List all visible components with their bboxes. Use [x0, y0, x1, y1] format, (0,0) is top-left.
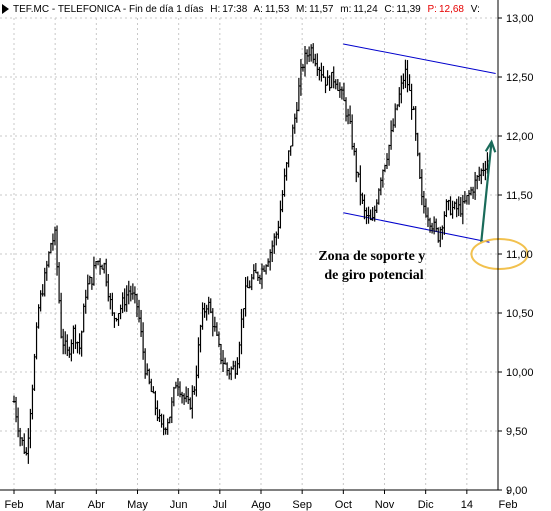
price-bars — [12, 43, 489, 464]
y-tick-label-2: 10,00 — [506, 367, 534, 379]
y-tick-label-4: 11,00 — [506, 249, 533, 261]
header-text: TEF.MC - TELEFONICA - Fin de día 1 días … — [13, 4, 480, 15]
y-axis: 9,00 9,50 10,00 10,50 11,00 11,50 12,00 12,50 13… — [497, 0, 534, 497]
support-highlight — [470, 238, 529, 270]
x-axis: Feb Mar Abr May Jun Jul Ago Sep Oct Nov Dic 14 Feb — [0, 489, 518, 511]
y-tick-label-8: 13,00 — [506, 13, 534, 25]
x-tick-label-8: Oct — [335, 499, 352, 511]
x-tick-label-6: Ago — [251, 499, 271, 511]
arrow-shaft — [480, 141, 493, 243]
header-close: 11,39 — [396, 4, 421, 15]
header-open: 11,53 — [265, 4, 290, 15]
forecast-arrow — [480, 139, 497, 243]
y-tick-label-6: 12,00 — [506, 131, 534, 143]
y-tick-label-3: 10,50 — [506, 308, 534, 320]
x-tick-label-5: Jul — [213, 499, 227, 511]
x-tick-label-3: May — [127, 499, 148, 511]
x-tick-label-9: Nov — [375, 499, 395, 511]
annotation: Zona de soporte y de giro potencial — [318, 249, 425, 283]
x-tick-label-1: Mar — [46, 499, 65, 511]
x-tick-label-2: Abr — [88, 499, 105, 511]
annotation-line-1: Zona de soporte y — [318, 249, 425, 264]
header-previous: 12,68 — [439, 4, 464, 15]
y-tick-label-1: 9,50 — [506, 426, 527, 438]
support-line — [343, 212, 490, 243]
chart-header: TEF.MC - TELEFONICA - Fin de día 1 días … — [2, 4, 480, 15]
trendlines — [343, 43, 496, 243]
x-tick-label-12: Feb — [499, 499, 518, 511]
x-tick-label-10: Dic — [418, 499, 434, 511]
header-period: Fin de día 1 días — [129, 4, 204, 15]
header-high: 11,57 — [309, 4, 334, 15]
resistance-line — [343, 43, 496, 74]
y-tick-label-0: 9,00 — [506, 485, 527, 497]
x-tick-label-11: 14 — [461, 499, 473, 511]
arrow-head-icon — [484, 139, 497, 153]
x-tick-label-7: Sep — [292, 499, 312, 511]
x-tick-label-0: Feb — [5, 499, 24, 511]
support-highlight-ellipse — [470, 238, 529, 270]
header-time: 17:38 — [222, 4, 247, 15]
y-tick-label-5: 11,50 — [506, 190, 533, 202]
x-tick-label-4: Jun — [170, 499, 188, 511]
header-name: TELEFONICA — [58, 4, 121, 15]
header-symbol: TEF.MC — [13, 4, 49, 15]
collapse-triangle-icon[interactable] — [2, 4, 9, 14]
header-low: 11,24 — [353, 4, 378, 15]
annotation-line-2: de giro potencial — [324, 268, 423, 283]
y-tick-label-7: 12,50 — [506, 72, 534, 84]
